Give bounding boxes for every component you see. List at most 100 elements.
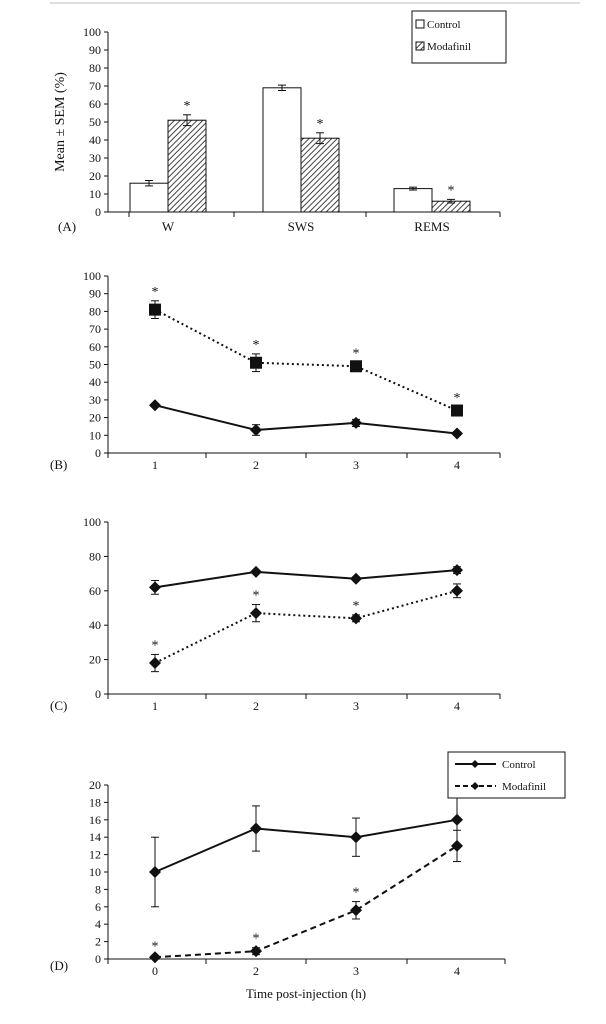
y-tick-label: 20 xyxy=(89,411,101,425)
x-tick-label: 1 xyxy=(152,458,158,472)
x-tick-label: 3 xyxy=(353,458,359,472)
y-axis-title: Mean ± SEM (%) xyxy=(53,72,68,172)
bar xyxy=(393,188,433,213)
data-point xyxy=(149,581,161,594)
data-point xyxy=(149,657,161,670)
y-tick-label: 0 xyxy=(95,687,101,701)
data-point xyxy=(250,356,262,369)
significance-marker: * xyxy=(152,638,159,653)
y-tick-label: 30 xyxy=(89,151,101,165)
y-tick-label: 40 xyxy=(89,618,101,632)
x-tick-label: SWS xyxy=(288,219,315,234)
legend-box xyxy=(447,751,566,799)
y-tick-label: 20 xyxy=(89,653,101,667)
x-tick-label: 2 xyxy=(253,458,259,472)
y-tick-label: 60 xyxy=(89,97,101,111)
x-tick-label: 4 xyxy=(454,458,460,472)
data-point xyxy=(149,399,161,412)
y-tick-label: 10 xyxy=(89,428,101,442)
y-tick-label: 18 xyxy=(89,795,101,809)
y-tick-label: 14 xyxy=(89,830,101,844)
data-point xyxy=(250,607,262,620)
y-tick-label: 10 xyxy=(89,865,101,879)
significance-marker: * xyxy=(353,347,360,362)
legend-marker-modafinil xyxy=(471,782,479,790)
bar xyxy=(262,87,302,213)
x-tick-label: 0 xyxy=(152,964,158,978)
data-point xyxy=(350,904,362,917)
data-point xyxy=(149,303,161,316)
y-tick-label: 60 xyxy=(89,340,101,354)
legend-label-control: Control xyxy=(502,759,536,771)
x-tick-label: REMS xyxy=(414,219,449,234)
y-tick-label: 30 xyxy=(89,393,101,407)
y-tick-label: 60 xyxy=(89,584,101,598)
significance-marker: * xyxy=(152,940,159,955)
y-tick-label: 100 xyxy=(83,515,101,529)
data-point xyxy=(350,572,362,585)
data-point xyxy=(149,951,161,964)
significance-marker: * xyxy=(353,886,360,901)
y-tick-label: 50 xyxy=(89,115,101,129)
legend-label-control: Control xyxy=(427,19,461,31)
y-tick-label: 100 xyxy=(83,269,101,283)
legend-swatch-modafinil xyxy=(415,41,425,51)
y-tick-label: 40 xyxy=(89,375,101,389)
data-point xyxy=(451,839,463,852)
x-tick-label: 4 xyxy=(454,964,460,978)
control-series-line xyxy=(154,818,458,873)
y-tick-label: 0 xyxy=(95,205,101,219)
x-tick-label: 1 xyxy=(152,699,158,713)
panel-label: (C) xyxy=(50,698,67,713)
data-point xyxy=(451,427,463,440)
modafinil-series-line xyxy=(154,589,458,664)
y-tick-label: 0 xyxy=(95,446,101,460)
panel-label: (D) xyxy=(50,958,68,973)
y-tick-label: 20 xyxy=(89,169,101,183)
significance-marker: * xyxy=(253,932,260,947)
y-tick-label: 6 xyxy=(95,900,101,914)
y-tick-label: 80 xyxy=(89,304,101,318)
y-tick-label: 2 xyxy=(95,935,101,949)
significance-marker: * xyxy=(454,391,461,406)
data-point xyxy=(350,360,362,373)
significance-marker: * xyxy=(253,338,260,353)
y-tick-label: 10 xyxy=(89,187,101,201)
data-point xyxy=(350,612,362,625)
y-tick-label: 80 xyxy=(89,549,101,563)
y-tick-label: 4 xyxy=(95,917,101,931)
data-point xyxy=(451,404,463,417)
x-tick-label: 2 xyxy=(253,964,259,978)
data-point xyxy=(250,945,262,958)
x-tick-label: 2 xyxy=(253,699,259,713)
y-tick-label: 50 xyxy=(89,358,101,372)
bar xyxy=(300,137,340,213)
legend-swatch-control xyxy=(415,19,425,29)
y-tick-label: 70 xyxy=(89,322,101,336)
y-tick-label: 100 xyxy=(83,25,101,39)
y-tick-label: 16 xyxy=(89,813,101,827)
x-tick-label: 3 xyxy=(353,699,359,713)
legend-marker-control xyxy=(471,760,479,768)
y-tick-label: 80 xyxy=(89,61,101,75)
bar xyxy=(129,182,169,213)
data-point xyxy=(250,822,262,835)
legend-label-modafinil: Modafinil xyxy=(502,781,546,793)
control-series-line xyxy=(154,569,458,589)
legend-label-modafinil: Modafinil xyxy=(427,41,471,53)
significance-marker: * xyxy=(448,183,455,198)
significance-marker: * xyxy=(152,285,159,300)
y-tick-label: 8 xyxy=(95,882,101,896)
significance-marker: * xyxy=(184,99,191,114)
x-tick-label: W xyxy=(162,219,175,234)
legend-box xyxy=(411,10,507,64)
panel-label: (B) xyxy=(50,457,67,472)
data-point xyxy=(451,584,463,597)
bar xyxy=(167,119,207,213)
significance-marker: * xyxy=(253,589,260,604)
y-tick-label: 20 xyxy=(89,778,101,792)
data-point xyxy=(350,831,362,844)
x-tick-label: 4 xyxy=(454,699,460,713)
y-tick-label: 90 xyxy=(89,287,101,301)
